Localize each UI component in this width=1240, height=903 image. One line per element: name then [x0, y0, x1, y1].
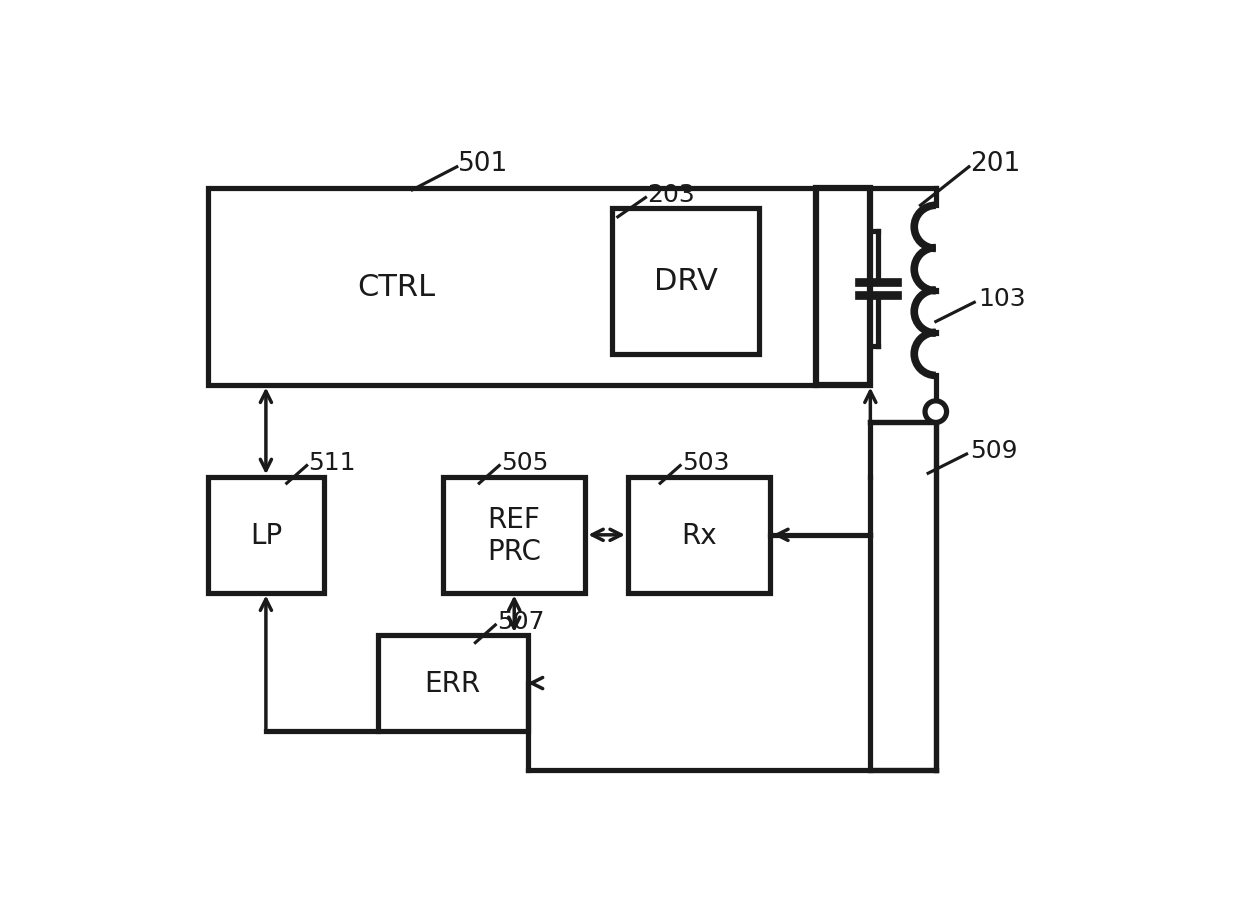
- Text: 103: 103: [978, 287, 1025, 312]
- Bar: [613, 209, 759, 355]
- Bar: [208, 478, 324, 593]
- Text: LP: LP: [249, 521, 281, 549]
- Text: 509: 509: [971, 439, 1018, 462]
- Circle shape: [925, 402, 946, 423]
- Bar: [443, 478, 585, 593]
- Text: 507: 507: [497, 610, 544, 633]
- Text: 511: 511: [309, 451, 356, 474]
- Text: CTRL: CTRL: [357, 273, 436, 302]
- Text: REF
PRC: REF PRC: [487, 505, 541, 565]
- Bar: [377, 635, 528, 731]
- Bar: [627, 478, 770, 593]
- Text: 203: 203: [647, 182, 694, 207]
- Text: 505: 505: [501, 451, 548, 474]
- Text: 501: 501: [459, 151, 508, 177]
- Text: ERR: ERR: [424, 669, 480, 697]
- Text: DRV: DRV: [653, 267, 718, 296]
- Text: 503: 503: [682, 451, 729, 474]
- Bar: [208, 189, 816, 386]
- Bar: [816, 189, 870, 386]
- Text: Rx: Rx: [681, 521, 717, 549]
- Text: 201: 201: [971, 151, 1021, 177]
